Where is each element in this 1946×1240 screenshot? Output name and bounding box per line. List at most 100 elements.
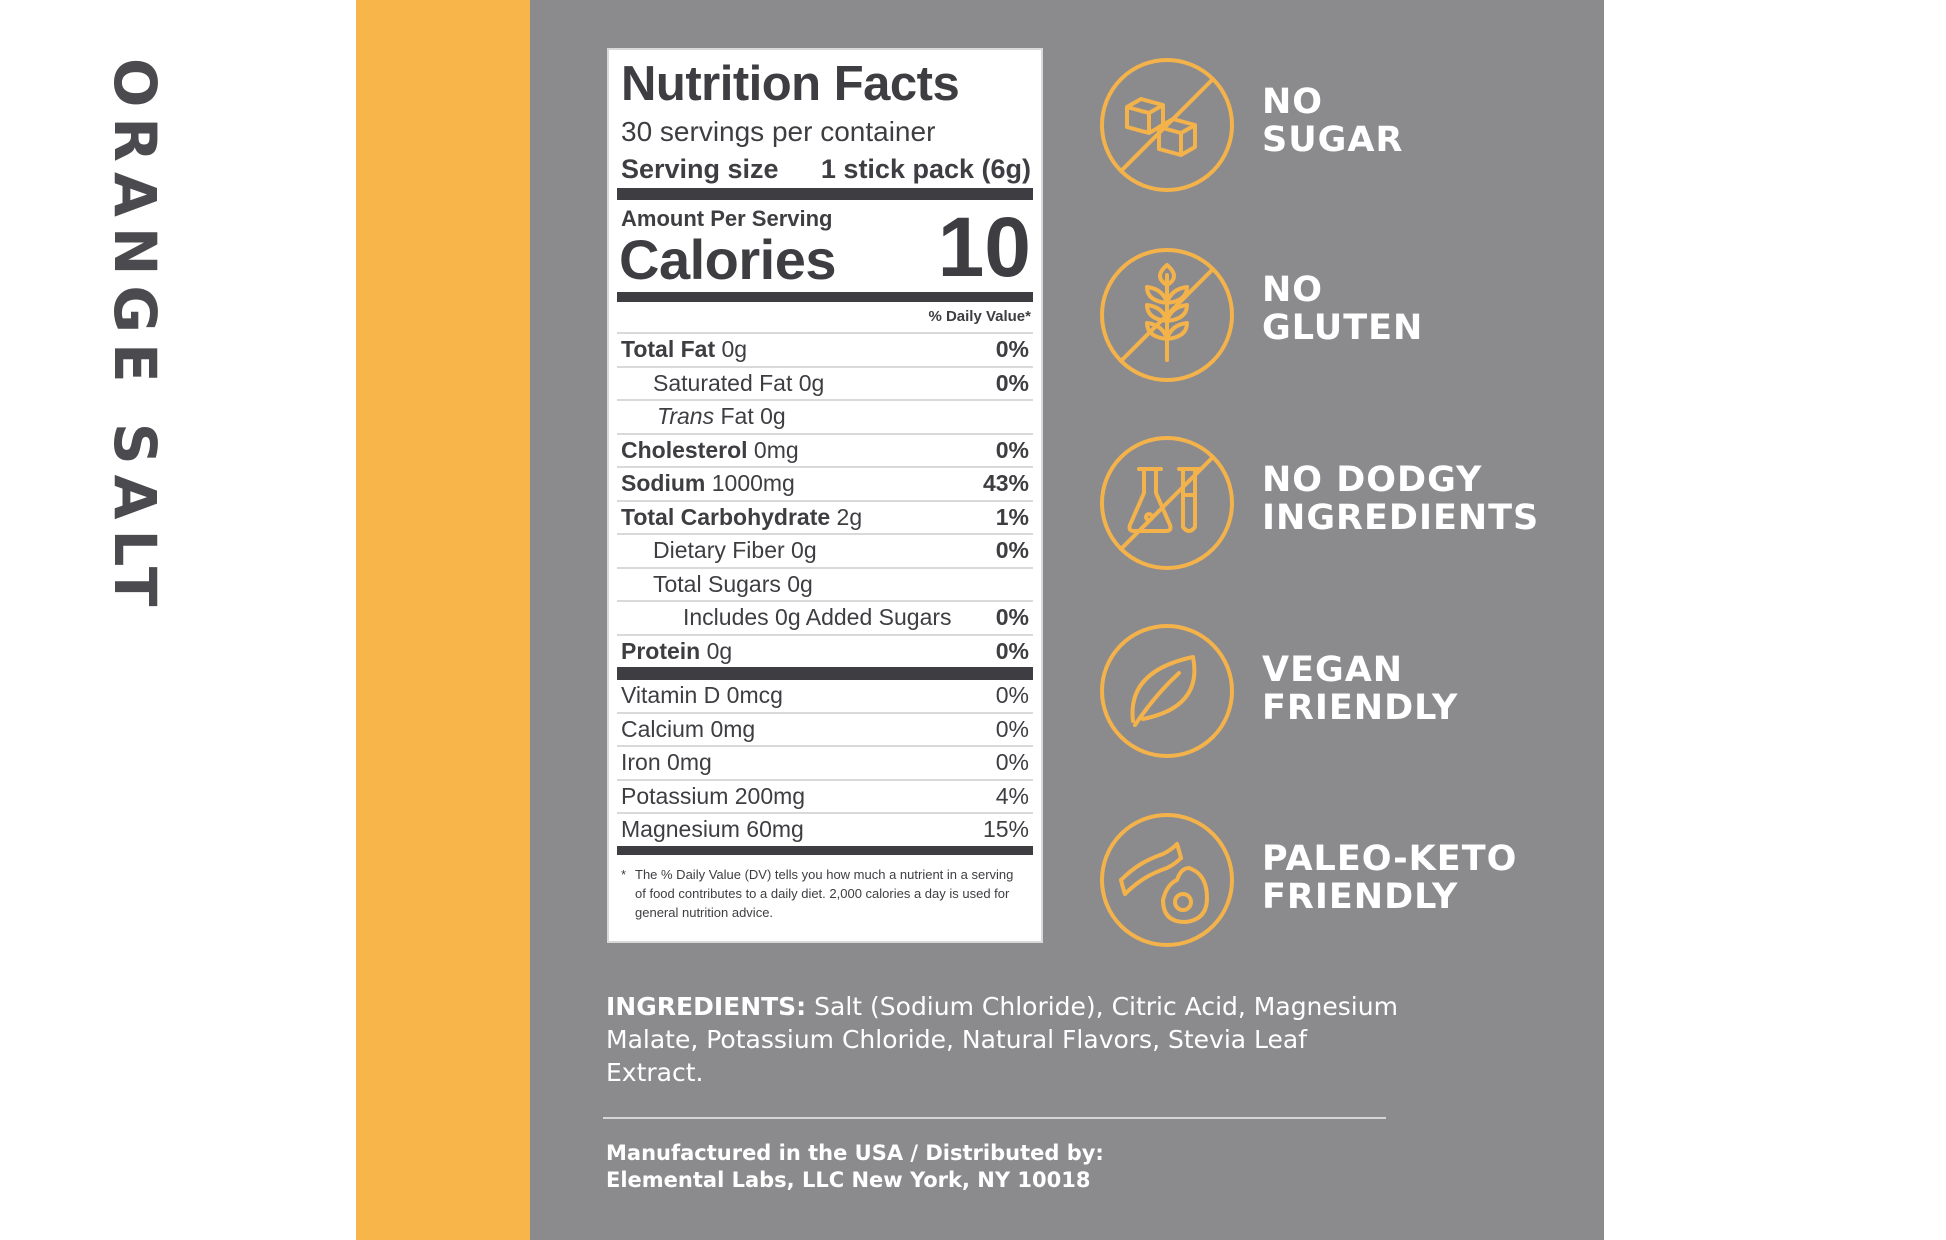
nutrient-row: Protein 0g 0%: [617, 636, 1033, 668]
serving-size-value: 1 stick pack (6g): [820, 154, 1031, 184]
nutrient-row: Cholesterol 0mg 0%: [617, 435, 1033, 468]
serving-size-label: Serving size: [621, 154, 779, 184]
no-lab-flask-icon: [1100, 436, 1234, 570]
nutrient-name: Cholesterol: [621, 436, 748, 463]
nutrient-name: Protein: [621, 637, 701, 664]
nutrient-row: Total Carbohydrate 2g 1%: [617, 502, 1033, 535]
nutrient-row: Total Fat 0g 0%: [617, 334, 1033, 368]
claim-label: NO SUGAR: [1262, 83, 1403, 159]
leaf-icon: [1100, 624, 1234, 758]
nutrient-dv: 0%: [995, 336, 1029, 363]
vitamin-dv: 0%: [995, 749, 1029, 776]
nutrient-dv: 0%: [995, 604, 1029, 631]
claim-line: FRIENDLY: [1262, 877, 1459, 917]
nutrient-label: Saturated Fat 0g: [617, 370, 824, 397]
vitamin-dv: 4%: [995, 782, 1029, 809]
vitamin-row: Calcium 0mg 0%: [617, 714, 1033, 747]
thick-rule: [617, 845, 1033, 855]
vitamin-row: Vitamin D 0mcg 0%: [617, 680, 1033, 714]
ingredients-label: INGREDIENTS:: [606, 992, 807, 1021]
calories-block: Amount Per Serving Calories 10: [617, 200, 1033, 292]
nutrient-amount: 0g: [798, 369, 825, 396]
thick-rule: [617, 292, 1033, 302]
nutrient-name: Dietary Fiber: [653, 537, 785, 564]
claim-label: VEGAN FRIENDLY: [1262, 651, 1458, 727]
footnote-text: The % Daily Value (DV) tells you how muc…: [635, 866, 1014, 920]
product-name: ORANGE SALT: [100, 58, 169, 617]
vitamin-dv: 0%: [995, 682, 1029, 709]
nutrient-name: Saturated Fat: [653, 369, 793, 396]
calories-label: Calories: [619, 228, 837, 291]
nutrient-row: Includes 0g Added Sugars 0%: [617, 602, 1033, 636]
nutrient-amount: 0g: [791, 537, 817, 564]
nutrient-dv: 43%: [982, 470, 1029, 497]
nutrient-name: Trans: [657, 403, 715, 430]
nutrient-amount: 1000mg: [711, 470, 795, 497]
orange-side-band: [356, 0, 530, 1240]
nutrient-name: Includes 0g Added Sugars: [683, 604, 952, 631]
vitamin-row: Magnesium 60mg 15%: [617, 814, 1033, 846]
ingredients: INGREDIENTS: Salt (Sodium Chloride), Cit…: [606, 990, 1406, 1089]
nutrient-name: Total Carbohydrate: [621, 503, 831, 530]
nutrient-row: Trans Fat 0g: [617, 401, 1033, 435]
nutrition-facts-label: Nutrition Facts 30 servings per containe…: [607, 48, 1043, 943]
nutrient-amount: 0g: [721, 336, 748, 363]
nutrient-dv: 0%: [995, 369, 1029, 396]
nutrient-row: Sodium 1000mg 43%: [617, 468, 1033, 502]
vitamin-label: Potassium 200mg: [621, 782, 806, 809]
no-wheat-icon: [1100, 248, 1234, 382]
nutrient-dv: 1%: [995, 503, 1029, 530]
nutrient-label: Dietary Fiber 0g: [617, 537, 817, 564]
nutrient-amount: Fat 0g: [720, 403, 786, 430]
nutrient-name: Total Fat: [621, 336, 716, 363]
daily-value-footnote: * The % Daily Value (DV) tells you how m…: [617, 855, 1033, 922]
nutrient-row: Dietary Fiber 0g 0%: [617, 535, 1033, 569]
servings-per-container: 30 servings per container: [621, 116, 936, 147]
nutrient-amount: 0g: [706, 637, 733, 664]
nutrient-dv: 0%: [995, 436, 1029, 463]
thick-rule: [617, 188, 1033, 200]
vitamin-label: Iron 0mg: [621, 749, 712, 776]
thick-rule: [617, 667, 1033, 680]
daily-value-header: % Daily Value*: [617, 302, 1033, 334]
claim-line: FRIENDLY: [1262, 688, 1459, 728]
serving-size: Serving size 1 stick pack (6g): [621, 150, 1031, 188]
claim-line: NO DODGY: [1262, 460, 1483, 500]
claim-vegan-friendly: VEGAN FRIENDLY: [1097, 621, 1597, 761]
claim-no-sugar: NO SUGAR: [1097, 55, 1597, 195]
claim-line: INGREDIENTS: [1262, 498, 1540, 538]
nutrient-label: Sodium 1000mg: [617, 470, 795, 497]
claim-no-dodgy-ingredients: NO DODGY INGREDIENTS: [1097, 433, 1597, 573]
vitamin-dv: 15%: [982, 816, 1029, 843]
vitamin-label: Calcium 0mg: [621, 715, 756, 742]
nutrient-amount: 0mg: [753, 436, 799, 463]
nutrient-amount: 2g: [836, 503, 863, 530]
claim-paleo-keto-friendly: PALEO-KETO FRIENDLY: [1097, 810, 1597, 950]
vitamin-label: Vitamin D 0mcg: [621, 682, 783, 709]
nutrient-label: Includes 0g Added Sugars: [617, 604, 952, 631]
claim-line: GLUTEN: [1262, 308, 1424, 348]
claim-line: VEGAN: [1262, 650, 1404, 690]
manufacturer-info: Manufactured in the USA / Distributed by…: [606, 1140, 1104, 1194]
divider: [603, 1117, 1386, 1119]
nutrient-amount: 0g: [787, 570, 813, 597]
vitamin-row: Potassium 200mg 4%: [617, 781, 1033, 814]
nutrient-label: Total Fat 0g: [617, 336, 747, 363]
nutrition-facts-title: Nutrition Facts: [621, 57, 960, 111]
claim-label: PALEO-KETO FRIENDLY: [1262, 840, 1517, 916]
nutrient-name: Sodium: [621, 470, 706, 497]
no-sugar-cubes-icon: [1100, 58, 1234, 192]
claim-line: NO: [1262, 82, 1324, 122]
nutrient-row: Saturated Fat 0g 0%: [617, 368, 1033, 401]
nutrient-label: Cholesterol 0mg: [617, 437, 799, 464]
ingredients-text: Salt (Sodium Chloride), Citric Acid, Mag…: [606, 992, 1398, 1087]
claim-line: PALEO-KETO: [1262, 839, 1518, 879]
vitamin-label: Magnesium 60mg: [621, 816, 804, 843]
nutrient-dv: 0%: [995, 537, 1029, 564]
vitamin-dv: 0%: [995, 715, 1029, 742]
amount-per-serving: Amount Per Serving: [621, 206, 833, 231]
claim-no-gluten: NO GLUTEN: [1097, 245, 1597, 385]
manufacturer-line: Manufactured in the USA / Distributed by…: [606, 1141, 1104, 1165]
nutrient-label: Total Sugars 0g: [617, 571, 813, 598]
nutrient-row: Total Sugars 0g: [617, 569, 1033, 602]
